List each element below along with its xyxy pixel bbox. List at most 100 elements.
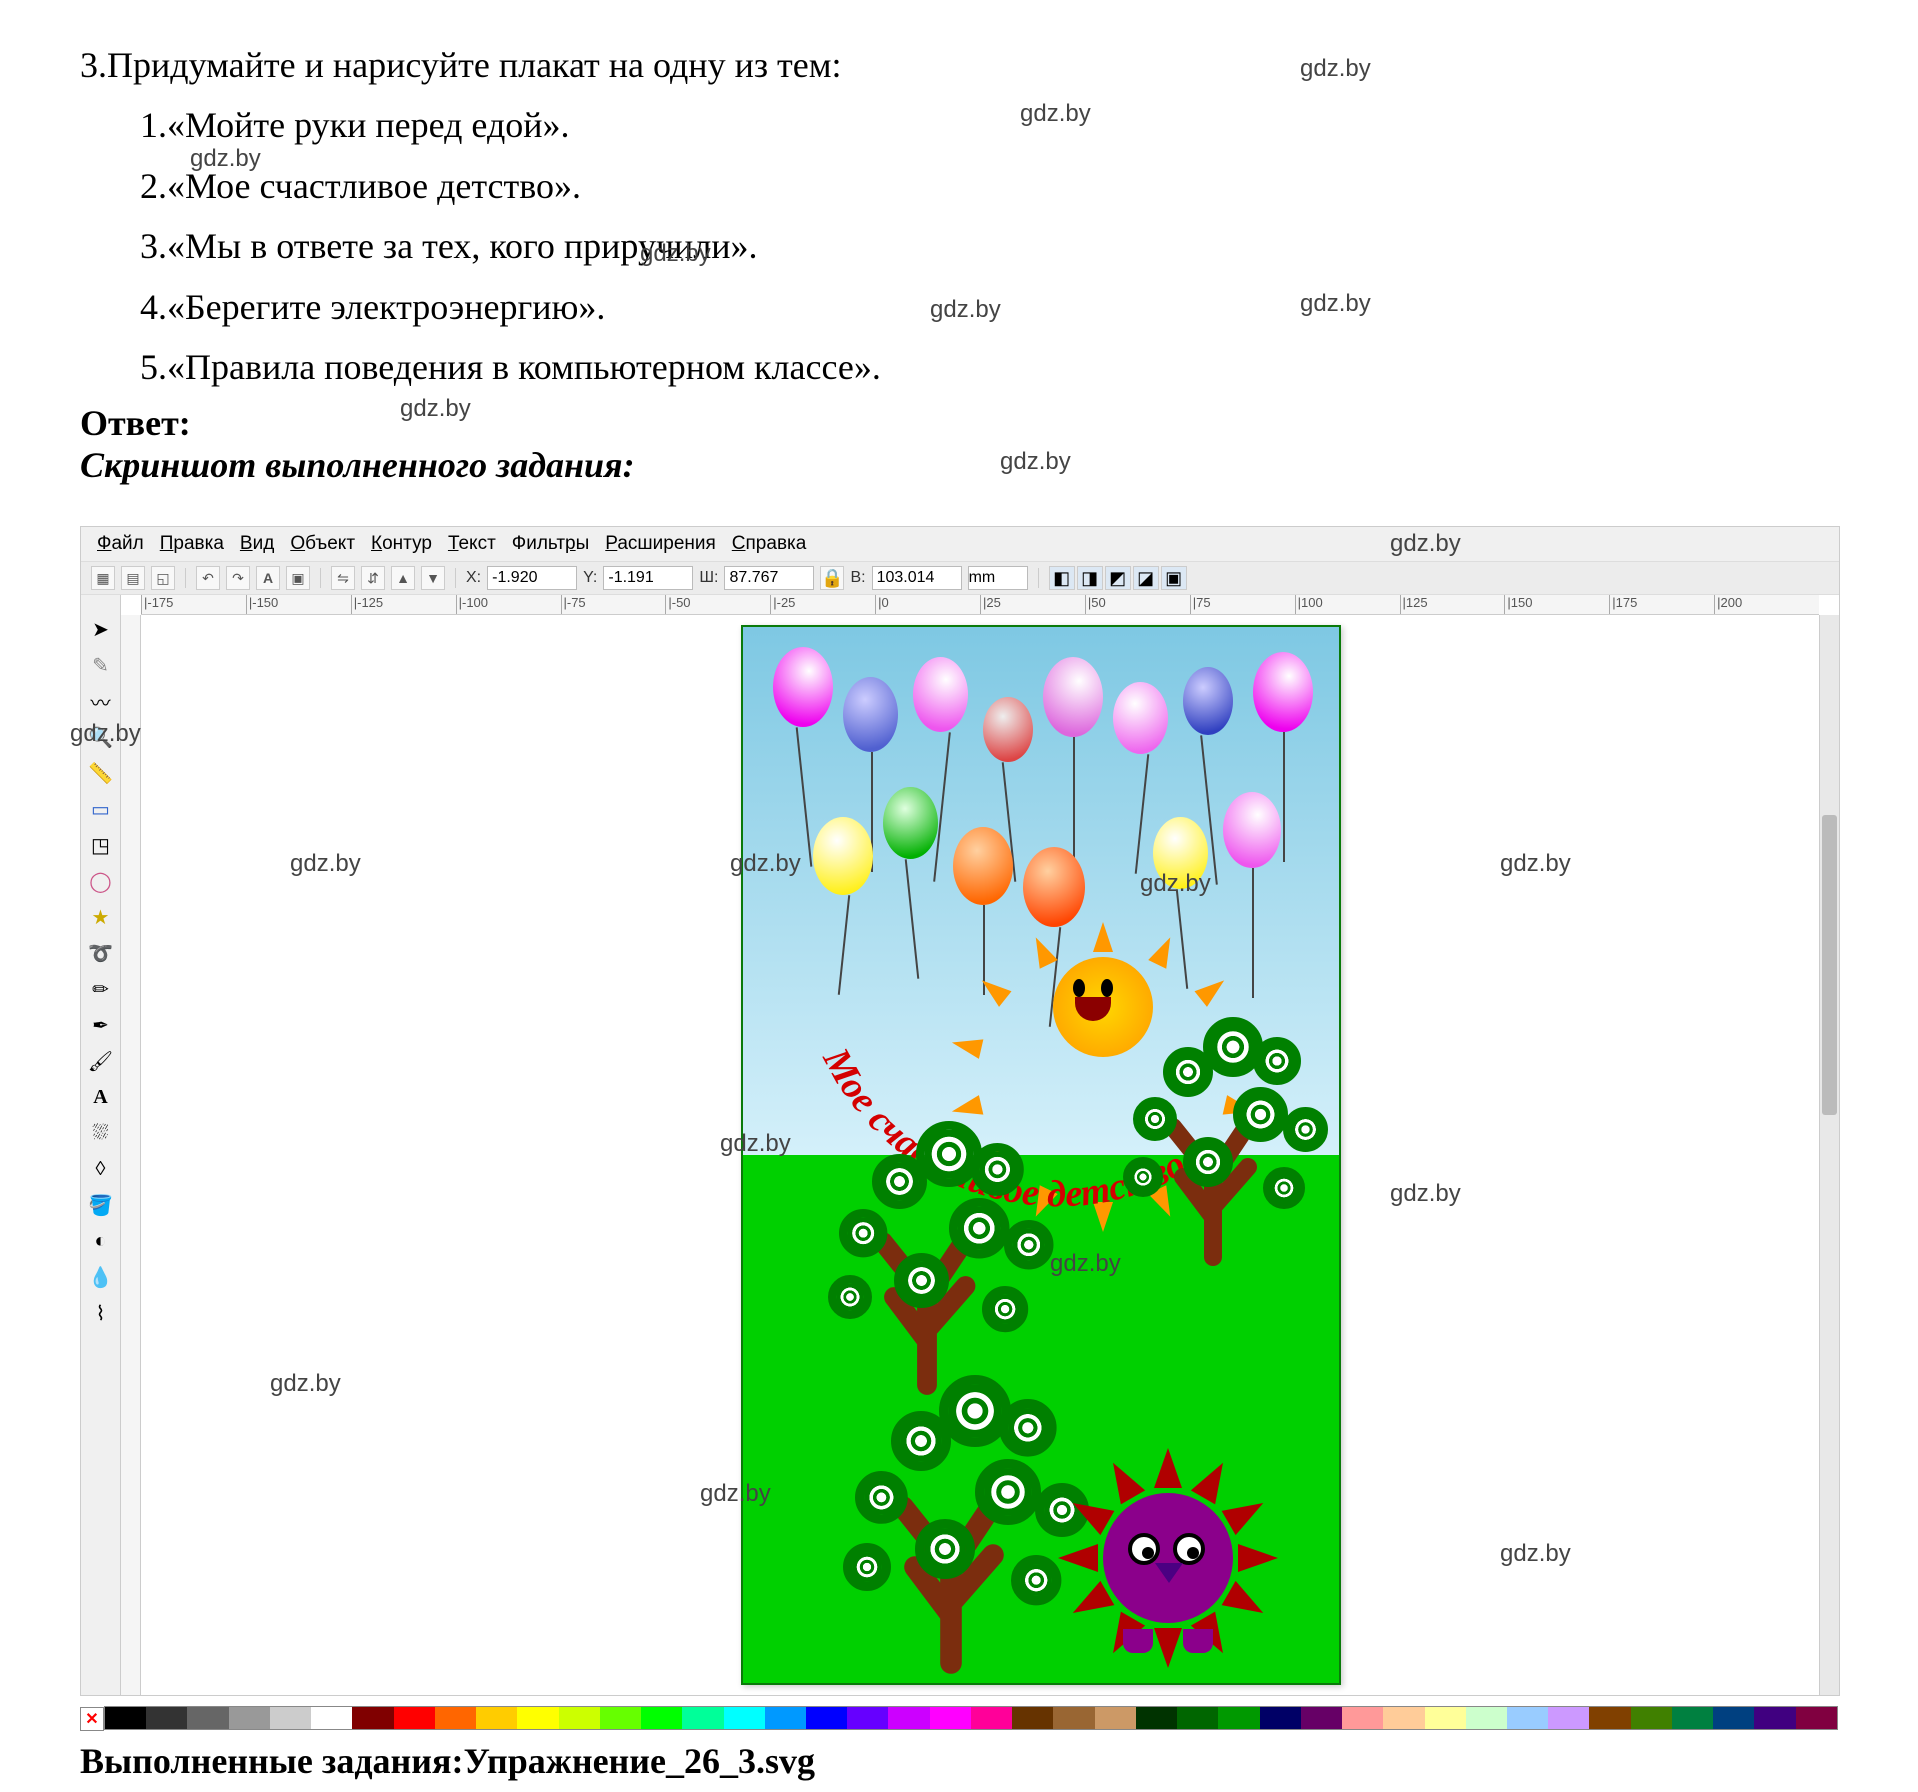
align-5[interactable]: ▣ [1161,566,1187,590]
y-input[interactable] [603,566,693,590]
swatch[interactable] [847,1707,888,1729]
menu-edit[interactable]: Правка [154,531,230,557]
swatch[interactable] [229,1707,270,1729]
tb-font[interactable]: A [256,566,280,590]
drawing-canvas[interactable]: Мое счастливое детство! [741,625,1341,1685]
unit-select[interactable] [968,566,1028,590]
canvas-area[interactable]: |-175|-150|-125|-100|-75|-50|-25|0|25|50… [121,595,1839,1695]
swatch[interactable] [270,1707,311,1729]
tb-rotate-ccw[interactable]: ↶ [196,566,220,590]
swatch[interactable] [1383,1707,1424,1729]
swatch[interactable] [1260,1707,1301,1729]
swatch[interactable] [1466,1707,1507,1729]
swatch[interactable] [1672,1707,1713,1729]
tool-select[interactable]: ➤ [87,615,115,643]
swatch[interactable] [1507,1707,1548,1729]
swatch[interactable] [1053,1707,1094,1729]
tb-rotate-cw[interactable]: ↷ [226,566,250,590]
swatch[interactable] [806,1707,847,1729]
lock-icon[interactable]: 🔒 [820,566,844,590]
align-4[interactable]: ◪ [1133,566,1159,590]
tb-raise[interactable]: ▲ [391,566,415,590]
swatch[interactable] [682,1707,723,1729]
tb-flip-v[interactable]: ⇵ [361,566,385,590]
menu-extensions[interactable]: Расширения [599,531,722,557]
swatch[interactable] [1589,1707,1630,1729]
swatch[interactable] [971,1707,1012,1729]
toolbar: ▦ ▤ ◱ ↶ ↷ A ▣ ⇋ ⇵ ▲ ▼ X: Y: Ш: 🔒 В: ◧ ◨ … [81,561,1839,595]
swatch[interactable] [1754,1707,1795,1729]
align-2[interactable]: ◨ [1077,566,1103,590]
tb-btn-3[interactable]: ◱ [151,566,175,590]
tool-tweak[interactable]: 〰 [87,687,115,715]
swatch[interactable] [1136,1707,1177,1729]
tool-spiral[interactable]: ➰ [87,939,115,967]
task-number: 3. [80,45,107,85]
tool-circle[interactable]: ◯ [87,867,115,895]
align-3[interactable]: ◩ [1105,566,1131,590]
tool-fill[interactable]: 🪣 [87,1191,115,1219]
swatch[interactable] [146,1707,187,1729]
swatch[interactable] [187,1707,228,1729]
menu-path[interactable]: Контур [365,531,438,557]
tb-btn-2[interactable]: ▤ [121,566,145,590]
align-1[interactable]: ◧ [1049,566,1075,590]
swatch[interactable] [559,1707,600,1729]
swatch[interactable] [1713,1707,1754,1729]
tb-clip[interactable]: ▣ [286,566,310,590]
swatch[interactable] [1095,1707,1136,1729]
menu-filters[interactable]: Фильтры [506,531,596,557]
swatch[interactable] [394,1707,435,1729]
swatch[interactable] [930,1707,971,1729]
swatch[interactable] [311,1707,352,1729]
swatch[interactable] [476,1707,517,1729]
menu-text[interactable]: Текст [442,531,502,557]
tool-node[interactable]: ✎ [87,651,115,679]
menu-view[interactable]: Вид [234,531,280,557]
w-input[interactable] [724,566,814,590]
menu-help[interactable]: Справка [726,531,813,557]
tool-pencil[interactable]: ✏ [87,975,115,1003]
tb-lower[interactable]: ▼ [421,566,445,590]
tool-spray[interactable]: ⛆ [87,1119,115,1147]
tool-measure[interactable]: 📏 [87,759,115,787]
swatch[interactable] [1301,1707,1342,1729]
swirl [975,1459,1041,1525]
swatch[interactable] [1796,1707,1837,1729]
tb-flip-h[interactable]: ⇋ [331,566,355,590]
tool-bezier[interactable]: ✒ [87,1011,115,1039]
h-input[interactable] [872,566,962,590]
menu-object[interactable]: Объект [284,531,361,557]
tool-eraser[interactable]: ◊ [87,1155,115,1183]
swatch[interactable] [1425,1707,1466,1729]
swatch[interactable] [765,1707,806,1729]
swatch[interactable] [1342,1707,1383,1729]
swatch[interactable] [1631,1707,1672,1729]
swatch[interactable] [724,1707,765,1729]
tool-rect[interactable]: ▭ [87,795,115,823]
x-input[interactable] [487,566,577,590]
swatch[interactable] [352,1707,393,1729]
tb-btn-1[interactable]: ▦ [91,566,115,590]
swatch[interactable] [517,1707,558,1729]
swatch[interactable] [1012,1707,1053,1729]
swatch[interactable] [105,1707,146,1729]
tool-zoom[interactable]: 🔍 [87,723,115,751]
tool-star[interactable]: ★ [87,903,115,931]
tool-calligraphy[interactable]: 🖌 [87,1047,115,1075]
swatch[interactable] [1218,1707,1259,1729]
swatch[interactable] [435,1707,476,1729]
swatch[interactable] [641,1707,682,1729]
swatch[interactable] [600,1707,641,1729]
tool-3dbox[interactable]: ◳ [87,831,115,859]
swatch[interactable] [1548,1707,1589,1729]
swatch[interactable] [888,1707,929,1729]
tool-gradient[interactable]: ◐ [87,1227,115,1255]
tool-connector[interactable]: ⌇ [87,1299,115,1327]
menu-file[interactable]: Файл [91,531,150,557]
tool-text[interactable]: A [87,1083,115,1111]
scrollbar-vertical[interactable] [1819,615,1839,1695]
tool-dropper[interactable]: 💧 [87,1263,115,1291]
swatch[interactable] [1177,1707,1218,1729]
palette-none[interactable]: ✕ [80,1707,104,1731]
